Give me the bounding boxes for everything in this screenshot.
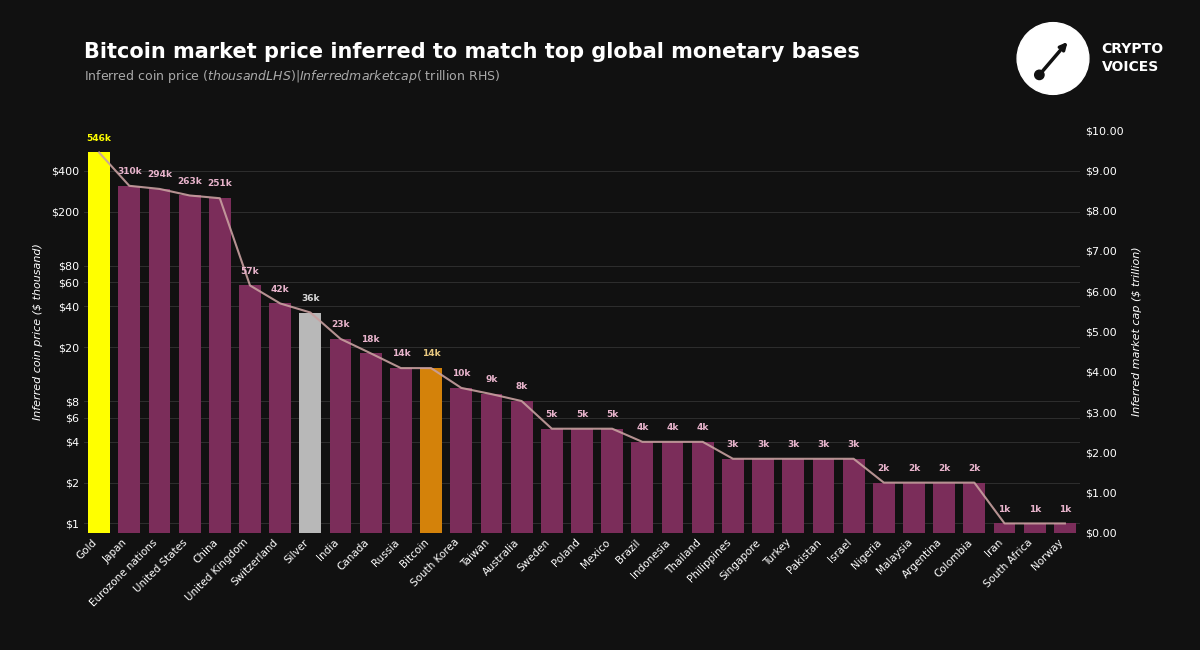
Bar (722, 459, 744, 650)
Text: 2k: 2k (968, 464, 980, 473)
Bar (480, 394, 503, 650)
Bar (541, 429, 563, 650)
Text: 14k: 14k (421, 349, 440, 358)
Text: 2k: 2k (908, 464, 920, 473)
Bar (420, 368, 442, 650)
Text: 1k: 1k (1028, 504, 1040, 514)
Bar (209, 198, 230, 650)
Text: 310k: 310k (116, 167, 142, 176)
Text: 4k: 4k (696, 423, 709, 432)
Bar (601, 429, 623, 650)
Text: Inferred coin price ($ thousand LHS) | Inferred market cap ($ trillion RHS): Inferred coin price ($ thousand LHS) | I… (84, 68, 500, 85)
Y-axis label: Inferred coin price ($ thousand): Inferred coin price ($ thousand) (32, 243, 43, 420)
Bar (360, 354, 382, 650)
Bar (390, 368, 412, 650)
Text: 3k: 3k (757, 440, 769, 449)
Bar (934, 483, 955, 650)
Bar (842, 459, 864, 650)
Text: Bitcoin market price inferred to match top global monetary bases: Bitcoin market price inferred to match t… (84, 42, 860, 62)
Bar (119, 186, 140, 650)
Bar (964, 483, 985, 650)
Text: 3k: 3k (847, 440, 859, 449)
Bar (631, 442, 653, 650)
Text: 8k: 8k (516, 382, 528, 391)
Text: 36k: 36k (301, 294, 319, 303)
Text: 23k: 23k (331, 320, 349, 329)
Bar (149, 189, 170, 650)
Bar (904, 483, 925, 650)
Text: 1k: 1k (998, 504, 1010, 514)
Bar (330, 339, 352, 650)
Text: 3k: 3k (817, 440, 829, 449)
Bar (179, 196, 200, 650)
Text: 4k: 4k (636, 423, 648, 432)
Text: 1k: 1k (1058, 504, 1072, 514)
Text: 5k: 5k (576, 410, 588, 419)
Text: 14k: 14k (391, 349, 410, 358)
Text: 42k: 42k (271, 285, 289, 294)
Bar (89, 153, 110, 650)
Text: 263k: 263k (178, 177, 202, 186)
Bar (450, 388, 472, 650)
Bar (661, 442, 684, 650)
Text: 294k: 294k (146, 170, 172, 179)
Y-axis label: Inferred market cap ($ trillion): Inferred market cap ($ trillion) (1132, 247, 1142, 416)
Text: 4k: 4k (666, 423, 679, 432)
Bar (1024, 523, 1045, 650)
Bar (872, 483, 895, 650)
Circle shape (1018, 23, 1088, 94)
Text: 2k: 2k (877, 464, 890, 473)
Bar (269, 304, 292, 650)
Text: 2k: 2k (938, 464, 950, 473)
Bar (239, 285, 260, 650)
Text: 546k: 546k (86, 134, 112, 143)
Text: 10k: 10k (452, 369, 470, 378)
Bar (511, 401, 533, 650)
Text: 3k: 3k (787, 440, 799, 449)
Bar (300, 313, 322, 650)
Bar (571, 429, 593, 650)
Text: 5k: 5k (606, 410, 618, 419)
Text: 3k: 3k (727, 440, 739, 449)
Text: 57k: 57k (241, 266, 259, 276)
Bar (782, 459, 804, 650)
Bar (812, 459, 834, 650)
Bar (1054, 523, 1075, 650)
Text: CRYPTO
VOICES: CRYPTO VOICES (1102, 42, 1164, 73)
Text: 251k: 251k (208, 179, 232, 188)
Text: 5k: 5k (546, 410, 558, 419)
Text: 9k: 9k (485, 375, 498, 384)
Bar (692, 442, 714, 650)
Text: 18k: 18k (361, 335, 380, 344)
Bar (994, 523, 1015, 650)
Circle shape (1034, 70, 1044, 79)
Bar (752, 459, 774, 650)
